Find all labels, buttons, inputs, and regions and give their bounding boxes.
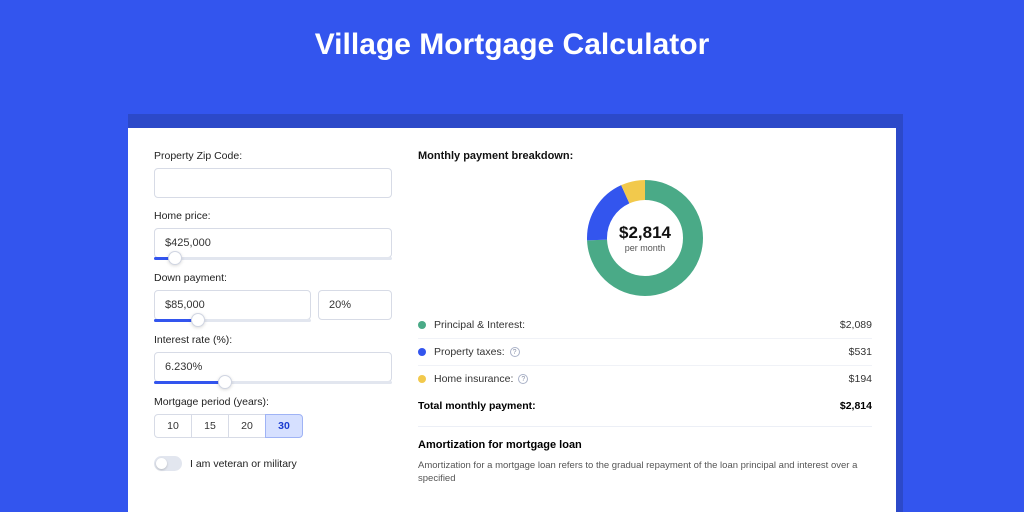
info-icon[interactable]: ?	[510, 347, 520, 357]
veteran-row: I am veteran or military	[154, 456, 408, 471]
veteran-label: I am veteran or military	[190, 458, 297, 470]
rate-slider-fill	[154, 381, 225, 384]
down-amount-input[interactable]	[154, 290, 311, 320]
price-label: Home price:	[154, 210, 408, 222]
legend-row: Property taxes:? $531	[418, 339, 872, 366]
calculator-card: Property Zip Code: Home price: Down paym…	[128, 128, 896, 512]
total-row: Total monthly payment: $2,814	[418, 392, 872, 420]
info-icon[interactable]: ?	[518, 374, 528, 384]
breakdown-title: Monthly payment breakdown:	[418, 150, 872, 162]
breakdown-column: Monthly payment breakdown: $2,814 per mo…	[408, 128, 896, 512]
zip-input[interactable]	[154, 168, 392, 198]
period-field: Mortgage period (years): 10152030	[154, 396, 408, 438]
legend-value: $194	[849, 373, 872, 385]
zip-label: Property Zip Code:	[154, 150, 408, 162]
down-percent-input[interactable]	[318, 290, 392, 320]
amortization-section: Amortization for mortgage loan Amortizat…	[418, 426, 872, 486]
price-slider[interactable]	[154, 257, 392, 260]
period-group: 10152030	[154, 414, 408, 438]
down-field: Down payment:	[154, 272, 408, 322]
donut-wrap: $2,814 per month	[418, 170, 872, 312]
donut-sublabel: per month	[625, 243, 666, 253]
down-slider-thumb[interactable]	[191, 313, 205, 327]
page-title: Village Mortgage Calculator	[0, 0, 1024, 82]
period-option-20[interactable]: 20	[228, 414, 266, 438]
legend-dot-icon	[418, 375, 426, 383]
period-option-30[interactable]: 30	[265, 414, 303, 438]
veteran-toggle[interactable]	[154, 456, 182, 471]
price-input[interactable]	[154, 228, 392, 258]
price-field: Home price:	[154, 210, 408, 260]
total-value: $2,814	[840, 400, 872, 412]
down-slider[interactable]	[154, 319, 311, 322]
rate-label: Interest rate (%):	[154, 334, 408, 346]
period-option-10[interactable]: 10	[154, 414, 192, 438]
rate-field: Interest rate (%):	[154, 334, 408, 384]
rate-slider[interactable]	[154, 381, 392, 384]
donut-center: $2,814 per month	[585, 178, 705, 298]
legend: Principal & Interest: $2,089 Property taxe…	[418, 312, 872, 392]
down-label: Down payment:	[154, 272, 408, 284]
legend-label: Property taxes:	[434, 346, 505, 358]
donut-amount: $2,814	[619, 223, 671, 243]
total-label: Total monthly payment:	[418, 400, 536, 412]
amortization-text: Amortization for a mortgage loan refers …	[418, 459, 872, 486]
payment-donut-chart: $2,814 per month	[585, 178, 705, 298]
legend-value: $531	[849, 346, 872, 358]
legend-label: Principal & Interest:	[434, 319, 525, 331]
legend-row: Principal & Interest: $2,089	[418, 312, 872, 339]
zip-field: Property Zip Code:	[154, 150, 408, 198]
period-label: Mortgage period (years):	[154, 396, 408, 408]
legend-row: Home insurance:? $194	[418, 366, 872, 392]
price-slider-thumb[interactable]	[168, 251, 182, 265]
inputs-column: Property Zip Code: Home price: Down paym…	[128, 128, 408, 512]
rate-slider-thumb[interactable]	[218, 375, 232, 389]
legend-label: Home insurance:	[434, 373, 513, 385]
legend-dot-icon	[418, 348, 426, 356]
legend-value: $2,089	[840, 319, 872, 331]
rate-input[interactable]	[154, 352, 392, 382]
amortization-title: Amortization for mortgage loan	[418, 439, 872, 451]
legend-dot-icon	[418, 321, 426, 329]
period-option-15[interactable]: 15	[191, 414, 229, 438]
